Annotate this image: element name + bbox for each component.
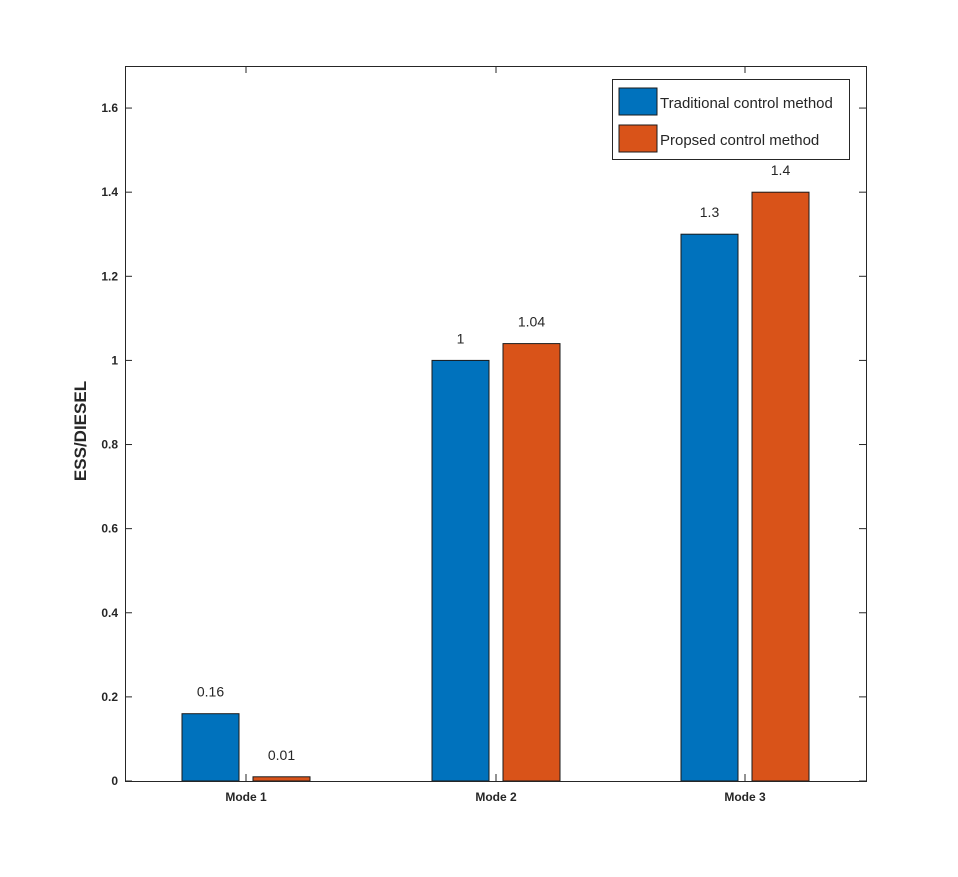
bar-traditional-mode-2 xyxy=(431,359,490,782)
data-label: 1 xyxy=(457,330,465,346)
plot-area xyxy=(125,66,866,781)
bar-proposed-mode-2 xyxy=(502,343,561,782)
y-tick-label: 0.6 xyxy=(101,522,118,536)
y-tick-label: 1.6 xyxy=(101,101,118,115)
legend: Traditional control method Propsed contr… xyxy=(612,79,850,160)
data-labels: 0.16 1 1.3 0.01 1.04 1.4 xyxy=(197,162,791,763)
bars xyxy=(181,191,810,782)
y-tick-label: 0 xyxy=(111,774,118,788)
bar-traditional-mode-3 xyxy=(680,233,739,782)
data-label: 1.4 xyxy=(771,162,791,178)
bar-proposed-mode-1 xyxy=(252,776,311,782)
y-tick-label: 1 xyxy=(111,353,118,367)
y-tick-label: 0.8 xyxy=(101,438,118,452)
x-category-label: Mode 3 xyxy=(724,790,766,804)
data-label: 0.16 xyxy=(197,684,224,700)
bar-traditional-mode-1 xyxy=(181,713,240,782)
x-category-label: Mode 1 xyxy=(225,790,267,804)
data-label: 1.3 xyxy=(700,204,720,220)
y-tick-label: 0.2 xyxy=(101,690,118,704)
x-category-label: Mode 2 xyxy=(475,790,517,804)
y-tick-label: 1.2 xyxy=(101,269,118,283)
legend-label-traditional: Traditional control method xyxy=(660,95,833,112)
data-label: 0.01 xyxy=(268,747,295,763)
y-axis-label: ESS/DIESEL xyxy=(71,381,90,481)
y-tick-label: 0.4 xyxy=(101,606,118,620)
ticks: 0 0.2 0.4 0.6 0.8 1 1.2 1.4 1.6 Mode 1 Mode 2 Mode … xyxy=(101,66,866,804)
y-tick-label: 1.4 xyxy=(101,185,118,199)
legend-label-proposed: Propsed control method xyxy=(660,132,819,149)
legend-swatch-proposed xyxy=(618,124,658,153)
legend-swatch-traditional xyxy=(618,87,658,116)
bar-proposed-mode-3 xyxy=(751,191,810,782)
data-label: 1.04 xyxy=(518,314,545,330)
